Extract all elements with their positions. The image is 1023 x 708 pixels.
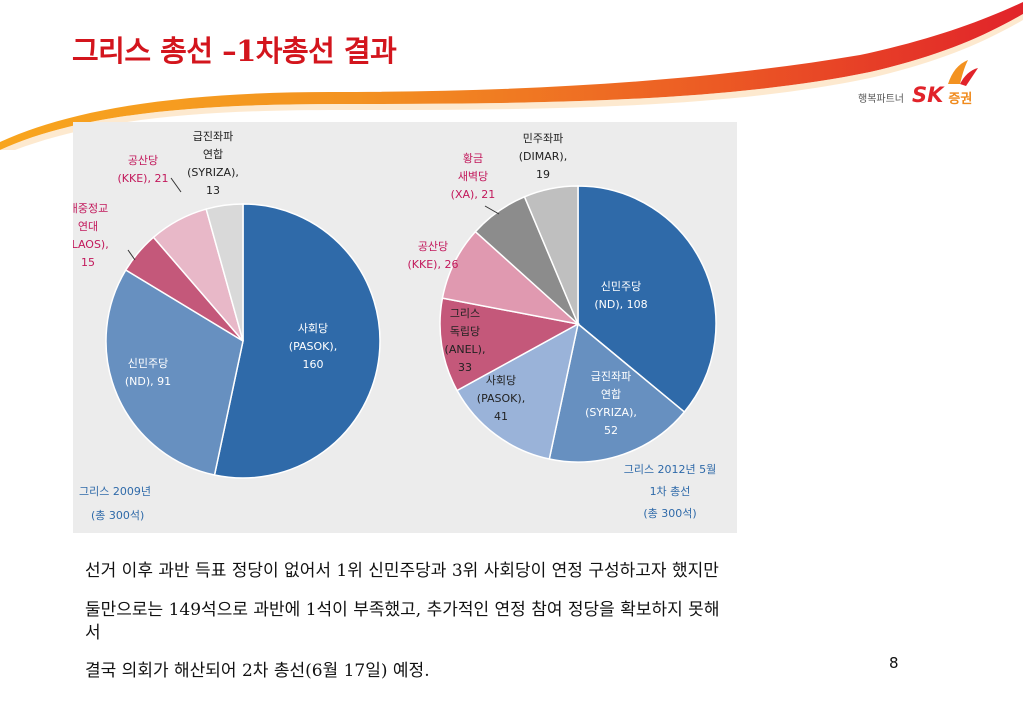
sk-butterfly-icon — [948, 60, 978, 86]
swoosh-band — [0, 2, 1023, 150]
header-swoosh — [0, 2, 1023, 150]
pie2-slice-0 — [577, 185, 717, 414]
pie2-label-4: 공산당 (KKE), 26 — [408, 240, 459, 271]
pie1-caption: 그리스 2009년 (총 300석) — [79, 485, 151, 522]
pie2-slice-3 — [439, 297, 581, 392]
pie1-slice-4 — [205, 203, 244, 342]
pie2-label-1: 급진좌파 연합 (SYRIZA), 52 — [585, 370, 637, 437]
body-line-1: 선거 이후 과반 득표 정당이 없어서 1위 신민주당과 3위 사회당이 연정 … — [85, 561, 719, 581]
pie1-label-3: 공산당 (KKE), 21 — [118, 154, 169, 185]
pie1-label-1: 신민주당 (ND), 91 — [125, 357, 171, 388]
chart-panel: 사회당(PASOK),160 신민주당(ND), 91 대중정교연대(LAOS),1… — [73, 122, 737, 533]
body-line-4: 결국 의회가 해산되어 2차 총선(6월 17일) 예정. — [85, 661, 430, 681]
pie2-label-2: 사회당 (PASOK), 41 — [477, 374, 525, 423]
slide-title: 그리스 총선 –1차총선 결과 — [72, 34, 397, 68]
swoosh-highlight — [0, 14, 1023, 150]
brand-securities: 증권 — [948, 91, 973, 107]
pie2-label-0: 신민주당 (ND), 108 — [594, 280, 647, 311]
pie1-slice-0 — [213, 203, 381, 479]
pie1-label-2: 대중정교연대(LAOS),15 — [73, 202, 109, 269]
pie2-label-3: 그리스 독립당 (ANEL), 33 — [445, 307, 486, 374]
pie2-caption: 그리스 2012년 5월 1차 총선 (총 300석) — [624, 463, 717, 520]
pie1-leader-3 — [170, 177, 182, 193]
pie2-slice-6 — [523, 185, 579, 325]
pie1-slice-1 — [105, 268, 244, 476]
pie1-label-4: 급진좌파 연합 (SYRIZA), 13 — [187, 130, 239, 197]
pie2-leader-5 — [484, 205, 500, 215]
pie1-label-0: 사회당 (PASOK), 160 — [289, 322, 337, 371]
sk-logo-text: SK — [912, 83, 944, 107]
brand-logo: 행복파트너 SK 증권 — [858, 80, 972, 110]
pie2-slice-2 — [456, 322, 580, 460]
page-number: 8 — [889, 654, 899, 672]
brand-tagline: 행복파트너 — [858, 93, 904, 105]
pie-charts: 사회당(PASOK),160 신민주당(ND), 91 대중정교연대(LAOS),1… — [73, 130, 717, 522]
pie2-slice-1 — [548, 322, 686, 463]
pie2-label-5: 황금 새벽당 (XA), 21 — [451, 152, 496, 201]
body-line-2: 둘만으로는 149석으로 과반에 1석이 부족했고, 추가적인 연정 참여 정당… — [85, 600, 720, 620]
pie1-leader-2 — [127, 249, 136, 261]
body-line-3: 서 — [85, 623, 101, 643]
pie2-label-6: 민주좌파 (DIMAR), 19 — [519, 132, 567, 181]
